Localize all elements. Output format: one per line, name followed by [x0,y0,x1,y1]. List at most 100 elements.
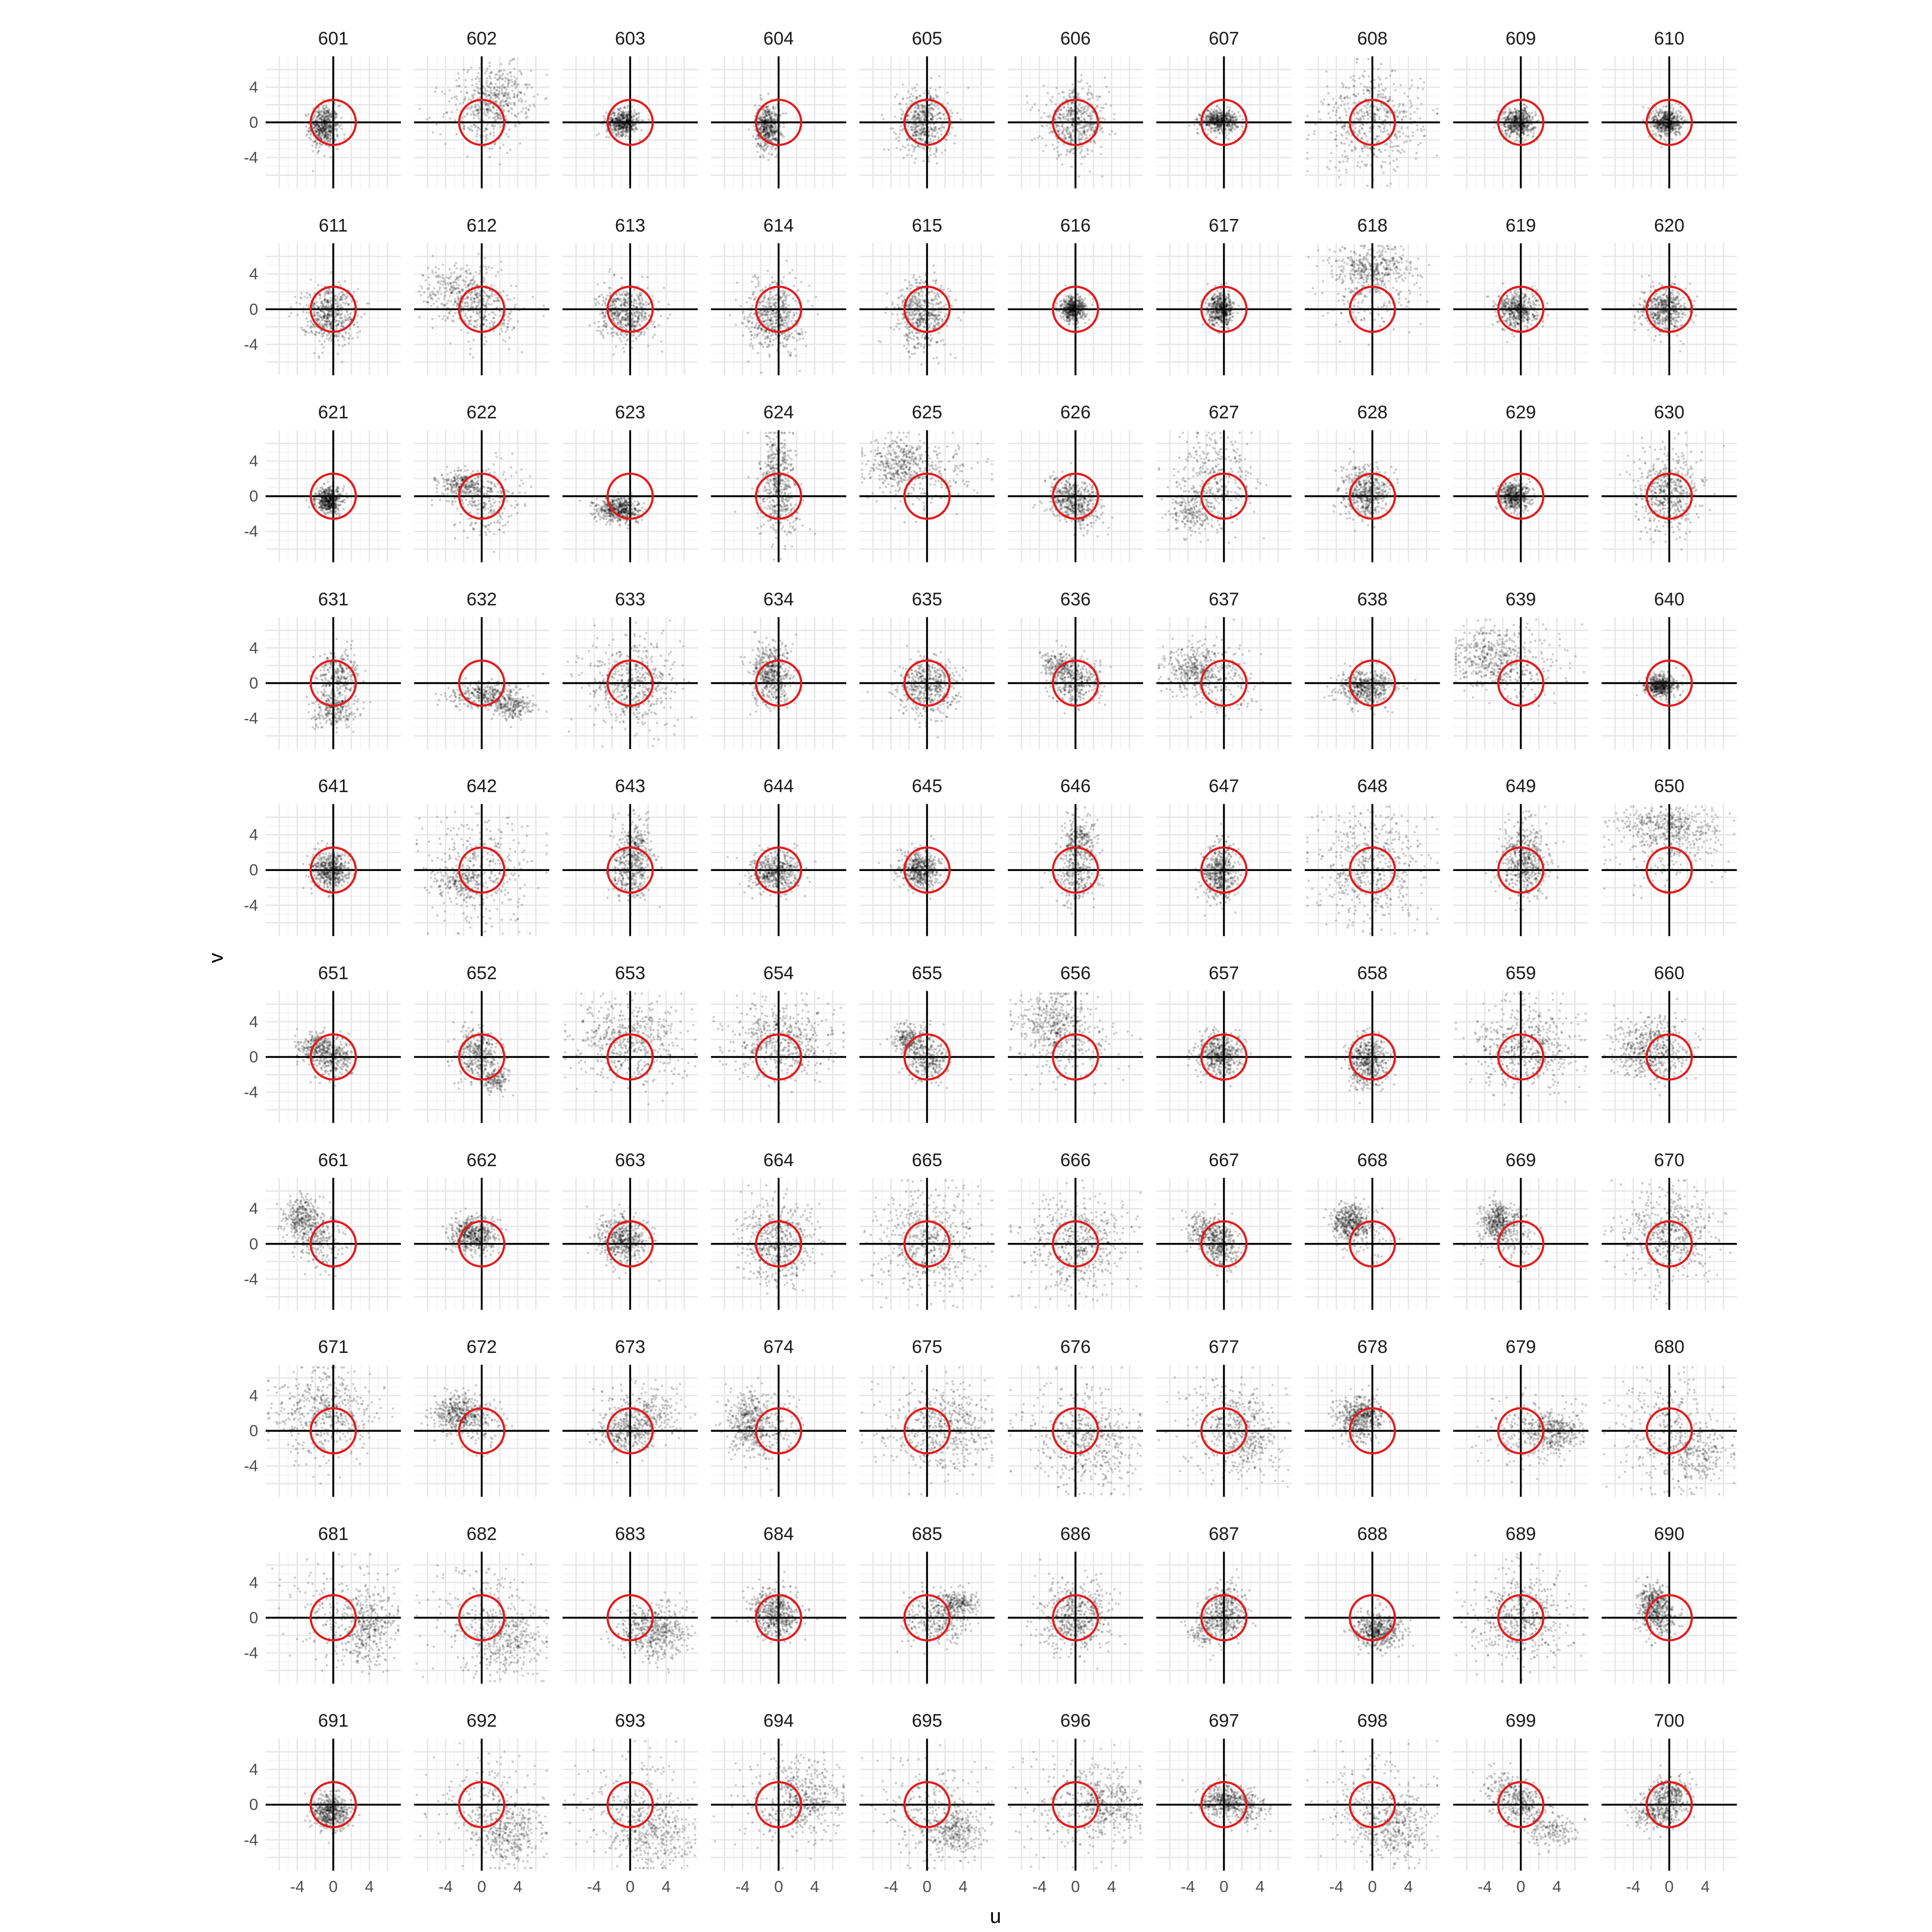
data-point [322,128,324,130]
data-point [311,144,313,147]
data-point [310,134,312,136]
data-point [330,156,332,158]
data-point [334,138,336,141]
data-point [320,114,322,116]
data-point [321,110,323,112]
data-point [510,75,512,77]
data-point [335,116,338,118]
facet-title: 602 [466,28,497,49]
data-point [323,155,325,157]
data-point [343,133,345,135]
data-point [321,143,323,145]
data-point [330,135,332,137]
data-point [340,117,342,119]
facet-title: 601 [318,28,349,49]
data-point [328,114,331,116]
data-point [316,127,318,129]
data-point [325,120,327,122]
data-point [514,80,516,83]
data-point [329,125,331,127]
data-point [335,113,337,115]
data-point [336,135,339,137]
data-point [484,111,486,113]
data-point [486,77,488,79]
data-point [324,135,326,137]
data-point [308,113,310,115]
data-point [488,116,490,119]
y-tick-label: -4 [244,149,258,167]
data-point [472,97,474,99]
data-point [308,128,310,130]
data-point [340,128,342,130]
data-point [305,115,308,117]
data-point [328,108,330,111]
data-point [500,118,502,120]
data-point [330,141,332,143]
data-point [337,123,339,126]
data-point [324,112,326,114]
data-point [343,137,346,140]
data-point [318,146,320,148]
data-point [327,118,329,120]
data-point [488,62,491,64]
data-point [508,63,510,65]
data-point [312,150,314,152]
data-point [324,130,326,133]
data-point [325,104,327,106]
data-point [318,125,320,127]
data-point [467,98,470,100]
data-point [339,105,341,107]
data-point [317,134,319,136]
points [419,58,548,166]
data-point [327,111,330,113]
data-point [529,105,531,107]
data-point [323,105,325,107]
y-tick-label: 0 [249,114,258,131]
data-point [500,126,502,128]
data-point [325,106,327,108]
data-point [319,133,321,135]
data-point [470,67,472,69]
data-point [330,131,332,133]
data-point [336,148,338,150]
data-point [522,107,524,109]
data-point [326,137,328,139]
data-point [500,63,502,65]
data-point [314,141,316,143]
data-point [320,124,323,126]
data-point [318,108,320,111]
data-point [316,111,318,113]
data-point [314,125,316,127]
data-point [319,127,321,129]
data-point [545,74,547,76]
points [294,99,346,172]
data-point [475,83,478,85]
data-point [471,94,473,96]
data-point [511,112,513,114]
data-point [316,117,318,119]
data-point [531,86,533,89]
facet-panel: 602 [414,28,550,188]
data-point [316,143,318,145]
y-tick-label: 4 [249,78,258,96]
data-point [327,135,329,137]
data-point [336,128,338,130]
data-point [316,152,318,155]
data-point [325,109,327,112]
data-point [330,137,332,140]
data-point [327,130,330,132]
data-point [510,79,513,81]
data-point [306,133,309,135]
data-point [313,116,316,118]
data-point [315,131,317,133]
data-point [315,147,317,149]
data-point [320,118,322,120]
data-point [307,130,309,132]
data-point [312,170,314,172]
facet-panel: 601 -4 0 4 [244,28,401,188]
data-point [308,136,310,138]
data-point [328,145,330,148]
data-point [305,125,307,127]
